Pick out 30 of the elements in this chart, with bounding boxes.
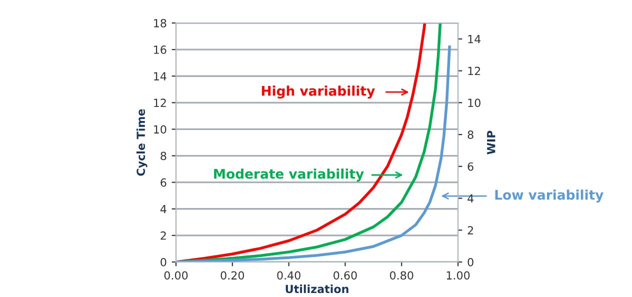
annotation: Moderate variability	[214, 168, 364, 182]
text: Low variability	[495, 190, 604, 202]
y-tick-label: 10	[154, 125, 166, 134]
y-tick-label: 16	[154, 46, 166, 54]
y2-tick-label: 2	[468, 226, 473, 234]
y2-tick-label: 6	[468, 162, 474, 171]
annotation: High variability	[262, 86, 375, 99]
y-tick-label: 6	[160, 178, 166, 187]
y-tick-label: 18	[154, 18, 166, 28]
y-tick-label: 14	[154, 72, 166, 80]
y-tick-label: 8	[160, 152, 166, 160]
y-tick-label: 4	[160, 205, 166, 214]
y2-tick-label: 10	[468, 98, 480, 108]
x-tick-label: 0.00	[164, 271, 188, 280]
x-axis-title: Utilization	[286, 284, 348, 294]
x-tick-label: 0.80	[390, 271, 414, 280]
x-tick-label: 0.60	[334, 271, 357, 280]
x-tick-label: 1.00	[446, 271, 470, 280]
y2-tick-label: 8	[468, 130, 474, 139]
y2-tick-label: 0	[468, 258, 474, 266]
y2-tick-label: 12	[468, 66, 480, 76]
y2-tick-label: 14	[468, 35, 481, 44]
y-tick-label: 2	[160, 231, 166, 240]
x-tick-label: 0.20	[220, 271, 244, 280]
x-tick-label: 0.40	[277, 271, 300, 280]
y-tick-label: 0	[160, 258, 166, 266]
y2-axis-title: WIP	[487, 130, 496, 154]
y-tick-label: 12	[154, 98, 166, 107]
y-axis-title: Cycle Time	[136, 109, 148, 176]
y2-tick-label: 4	[468, 194, 474, 202]
